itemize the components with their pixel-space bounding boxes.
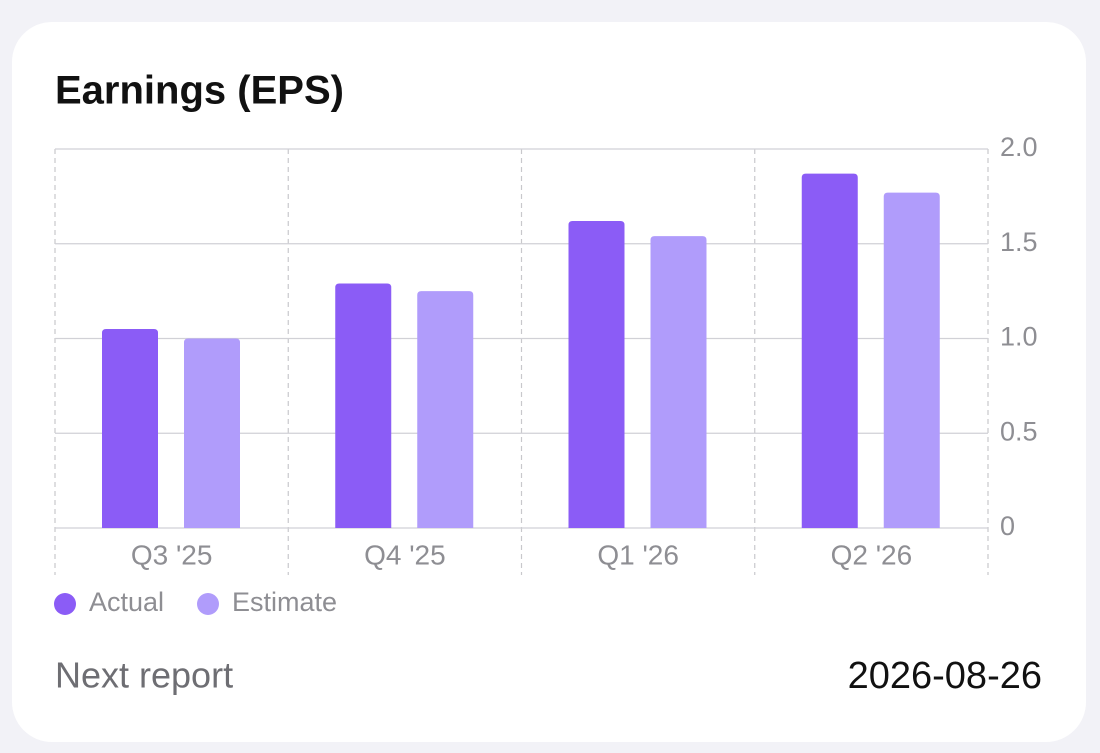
footer-value: 2026-08-26 bbox=[848, 655, 1042, 697]
bar bbox=[184, 338, 240, 528]
x-tick-label: Q4 '25 bbox=[364, 539, 446, 570]
chart-title: Earnings (EPS) bbox=[55, 69, 344, 113]
legend-swatch bbox=[197, 593, 219, 615]
bar bbox=[883, 192, 940, 528]
legend-label: Estimate bbox=[232, 587, 337, 617]
x-tick-label: Q1 '26 bbox=[597, 539, 679, 570]
y-tick-label: 0 bbox=[1000, 511, 1015, 541]
bar bbox=[568, 221, 625, 528]
y-tick-label: 0.5 bbox=[1000, 416, 1038, 446]
bar bbox=[335, 283, 392, 528]
legend-swatch bbox=[54, 593, 76, 615]
legend-label: Actual bbox=[89, 587, 164, 617]
bar bbox=[650, 236, 707, 529]
bar bbox=[102, 329, 158, 528]
x-tick-label: Q3 '25 bbox=[131, 539, 213, 570]
bar bbox=[417, 291, 474, 528]
y-tick-label: 1.0 bbox=[1000, 322, 1038, 352]
y-tick-label: 2.0 bbox=[1000, 132, 1038, 162]
bar bbox=[801, 173, 858, 528]
footer-label: Next report bbox=[55, 655, 233, 696]
x-tick-label: Q2 '26 bbox=[831, 539, 913, 570]
y-tick-label: 1.5 bbox=[1000, 227, 1038, 257]
